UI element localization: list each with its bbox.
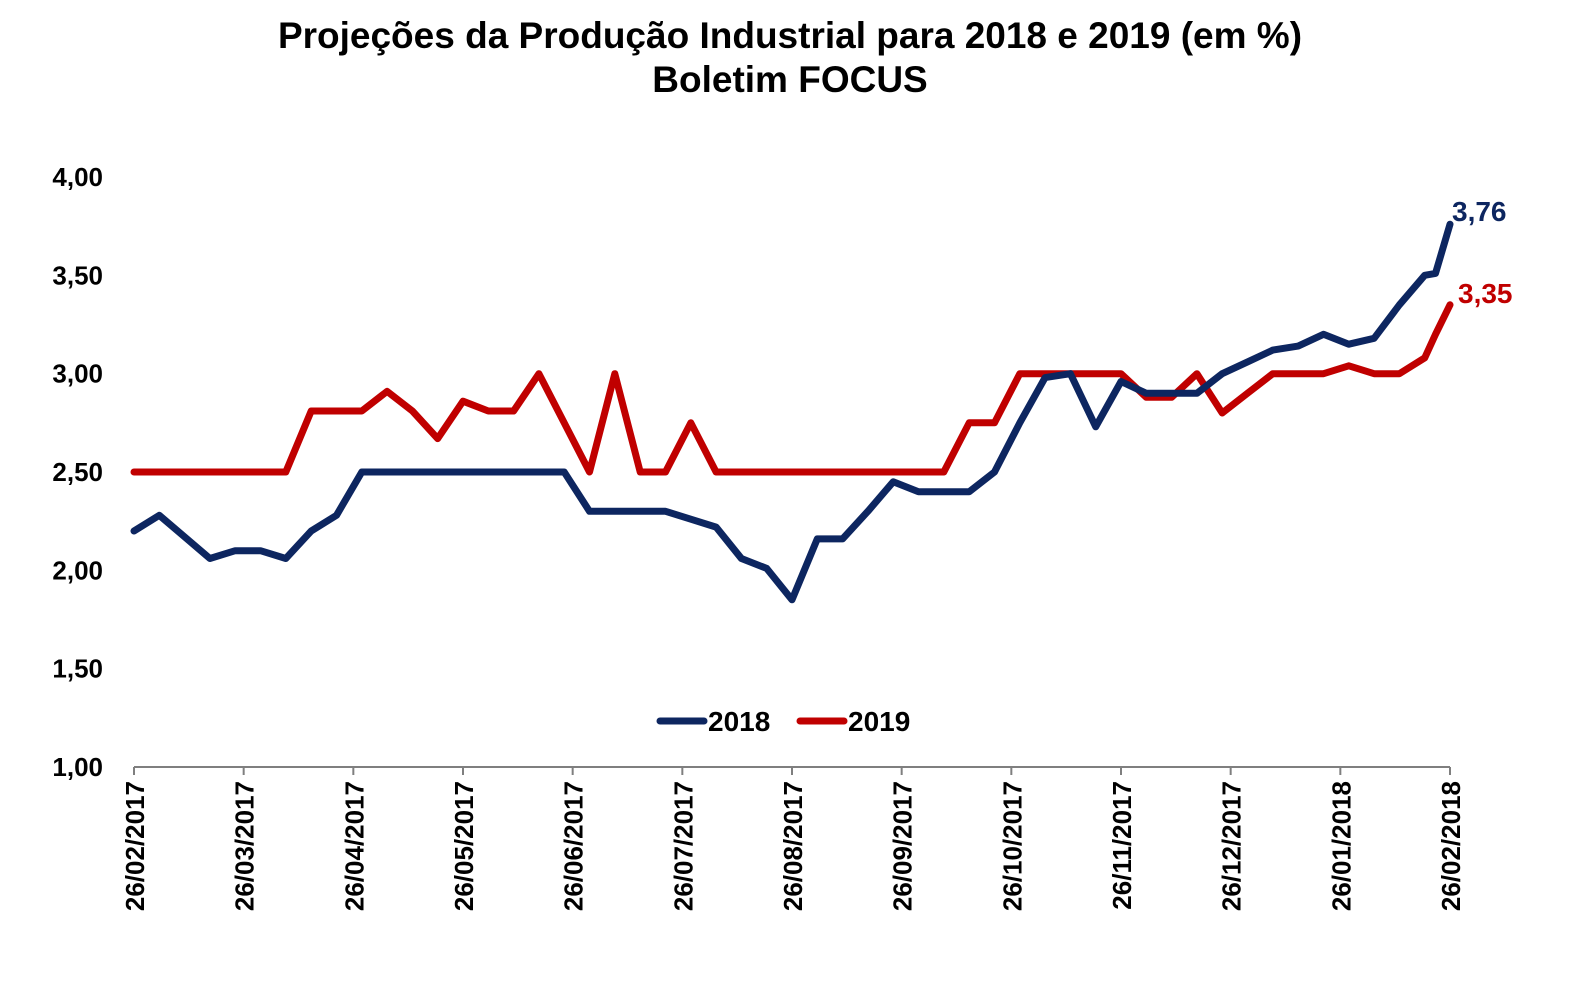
- data-label-2018: 3,76: [1452, 196, 1507, 227]
- x-tick-label: 26/03/2017: [230, 781, 260, 911]
- y-tick-label: 1,00: [52, 752, 103, 782]
- x-tick-label: 26/10/2017: [997, 781, 1027, 911]
- x-tick-label: 26/04/2017: [339, 781, 369, 911]
- x-tick-label: 26/05/2017: [449, 781, 479, 911]
- chart-subtitle-line: Boletim FOCUS: [652, 59, 928, 100]
- x-tick-label: 26/02/2017: [120, 781, 150, 911]
- x-tick-label: 26/02/2018: [1436, 781, 1466, 911]
- legend-label-2018: 2018: [708, 706, 770, 737]
- y-tick-label: 1,50: [52, 654, 103, 684]
- y-tick-label: 4,00: [52, 162, 103, 192]
- data-label-2019: 3,35: [1458, 278, 1513, 309]
- x-tick-label: 26/11/2017: [1107, 781, 1137, 910]
- chart-title-line: Projeções da Produção Industrial para 20…: [277, 15, 1303, 56]
- axes-layer: 1,00 1,50 2,00 2,50 3,00 3,50 4,00 26/02/2017 26…: [52, 162, 1466, 911]
- x-tick-label: 26/09/2017: [888, 781, 918, 911]
- x-tick-label: 26/07/2017: [668, 781, 698, 911]
- chart-title: Projeções da Produção Industrial para 20…: [0, 14, 1580, 102]
- x-tick-label: 26/06/2017: [559, 781, 589, 911]
- series-line-2018: [130, 220, 1454, 604]
- x-tick-label: 26/01/2018: [1326, 781, 1356, 911]
- y-tick-label: 3,00: [52, 359, 103, 389]
- y-tick-label: 2,50: [52, 457, 103, 487]
- x-tick-label: 26/12/2017: [1217, 781, 1247, 911]
- series-line-2019: [130, 301, 1454, 476]
- y-tick-label: 2,00: [52, 555, 103, 585]
- y-tick-label: 3,50: [52, 260, 103, 290]
- legend: 2018 2019: [656, 706, 910, 737]
- x-tick-label: 26/08/2017: [778, 781, 808, 911]
- series-layer: [130, 220, 1454, 604]
- labels-layer: 3,76 3,35: [1452, 196, 1513, 309]
- legend-label-2019: 2019: [848, 706, 910, 737]
